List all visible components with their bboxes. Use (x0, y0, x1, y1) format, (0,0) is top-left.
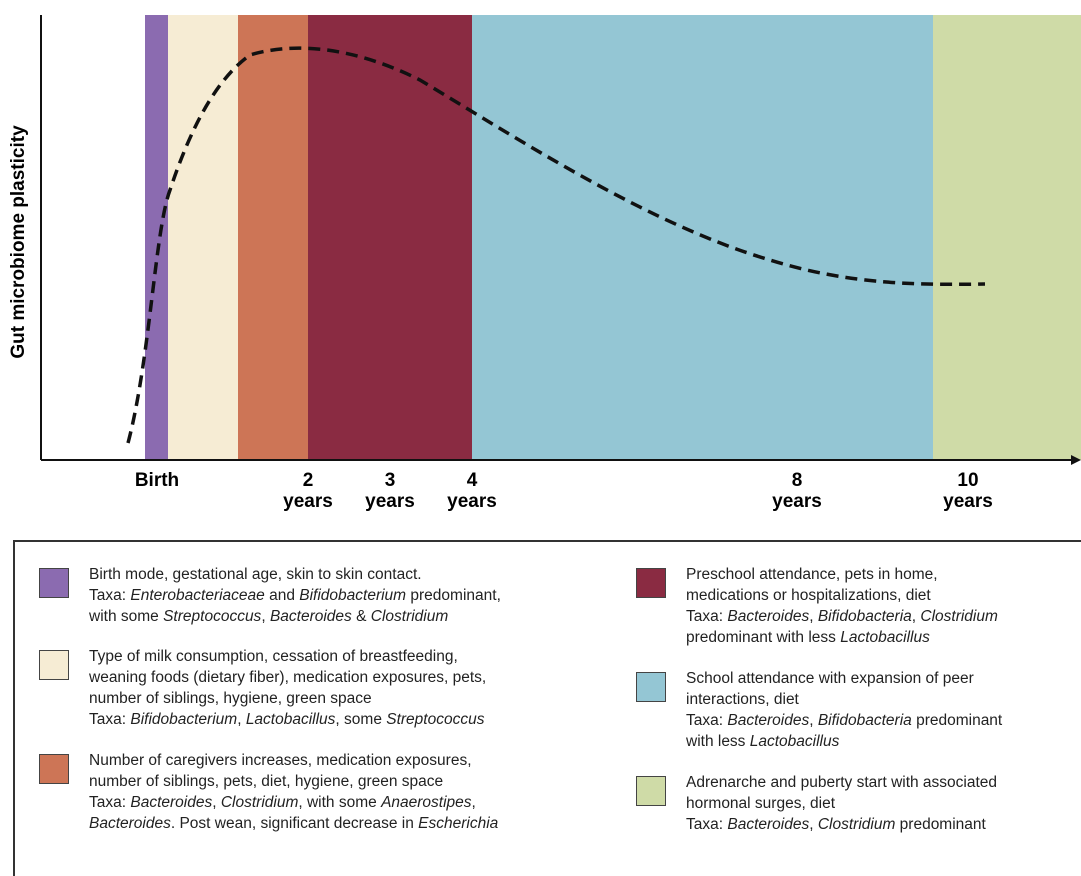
legend-text: Number of caregivers increases, medicati… (89, 750, 498, 834)
stage-band-3 (238, 15, 308, 460)
legend-line: number of siblings, pets, diet, hygiene,… (89, 773, 444, 790)
stage-band-1 (145, 15, 168, 460)
legend-line: with some Streptococcus, Bacteroides & C… (89, 608, 449, 625)
legend-swatch (636, 776, 666, 806)
legend-line: Taxa: Bacteroides, Bifidobacteria predom… (686, 712, 1003, 729)
x-tick-unit: years (365, 491, 415, 512)
legend-line: Bacteroides. Post wean, significant decr… (89, 815, 499, 832)
legend-line: predominant with less Lactobacillus (686, 629, 930, 646)
stage-band-4 (308, 15, 472, 460)
x-tick-unit: years (447, 491, 497, 512)
legend-swatch (636, 568, 666, 598)
x-tick-unit: years (772, 491, 822, 512)
legend-line: School attendance with expansion of peer (686, 670, 974, 687)
stage-band-2 (168, 15, 238, 460)
x-axis-arrow (1071, 455, 1081, 465)
stage-band-6 (933, 15, 1081, 460)
legend-swatch (39, 568, 69, 598)
x-tick-label: 8 years (757, 470, 837, 512)
legend-text: School attendance with expansion of peer… (686, 668, 1002, 752)
legend-swatch (39, 754, 69, 784)
x-tick-unit: years (283, 491, 333, 512)
legend-text: Type of milk consumption, cessation of b… (89, 646, 486, 730)
legend-swatch (39, 650, 69, 680)
legend-line: hormonal surges, diet (686, 795, 836, 812)
x-tick-value: Birth (134, 470, 180, 491)
x-tick-value: 2 (302, 470, 314, 491)
x-tick-label: 10 years (928, 470, 1008, 512)
legend-line: with less Lactobacillus (686, 733, 840, 750)
legend-line: number of siblings, hygiene, green space (89, 690, 372, 707)
legend-line: Birth mode, gestational age, skin to ski… (89, 566, 422, 583)
legend-text: Adrenarche and puberty start with associ… (686, 772, 997, 835)
legend-line: Adrenarche and puberty start with associ… (686, 774, 998, 791)
x-tick-label: 2 years (268, 470, 348, 512)
legend-line: Taxa: Bifidobacterium, Lactobacillus, so… (89, 711, 485, 728)
chart-canvas (40, 15, 1081, 465)
legend-line: Taxa: Enterobacteriaceae and Bifidobacte… (89, 587, 501, 604)
x-tick-value: 3 (384, 470, 396, 491)
legend-line: Taxa: Bacteroides, Bifidobacteria, Clost… (686, 608, 998, 625)
legend-line: weaning foods (dietary fiber), medicatio… (89, 669, 487, 686)
x-tick-unit: years (943, 491, 993, 512)
legend-line: Number of caregivers increases, medicati… (89, 752, 472, 769)
legend-swatch (636, 672, 666, 702)
legend-line: medications or hospitalizations, diet (686, 587, 931, 604)
legend-line: Preschool attendance, pets in home, (686, 566, 938, 583)
plasticity-chart: Gut microbiome plasticity Birth 2 years 3 ye… (8, 15, 1081, 512)
legend-text: Preschool attendance, pets in home, medic… (686, 564, 998, 648)
x-tick-label: 4 years (432, 470, 512, 512)
legend-box: Birth mode, gestational age, skin to ski… (13, 540, 1081, 876)
legend-line: Type of milk consumption, cessation of b… (89, 648, 458, 665)
legend-text: Birth mode, gestational age, skin to ski… (89, 564, 501, 627)
legend-line: interactions, diet (686, 691, 799, 708)
x-tick-label: 3 years (350, 470, 430, 512)
legend-line: Taxa: Bacteroides, Clostridium predomina… (686, 816, 986, 833)
x-tick-value: 8 (791, 470, 803, 491)
y-axis-title: Gut microbiome plasticity (8, 125, 29, 359)
legend-line: Taxa: Bacteroides, Clostridium, with som… (89, 794, 476, 811)
x-tick-label: Birth (117, 470, 197, 491)
x-tick-value: 4 (466, 470, 478, 491)
x-tick-value: 10 (957, 470, 979, 491)
